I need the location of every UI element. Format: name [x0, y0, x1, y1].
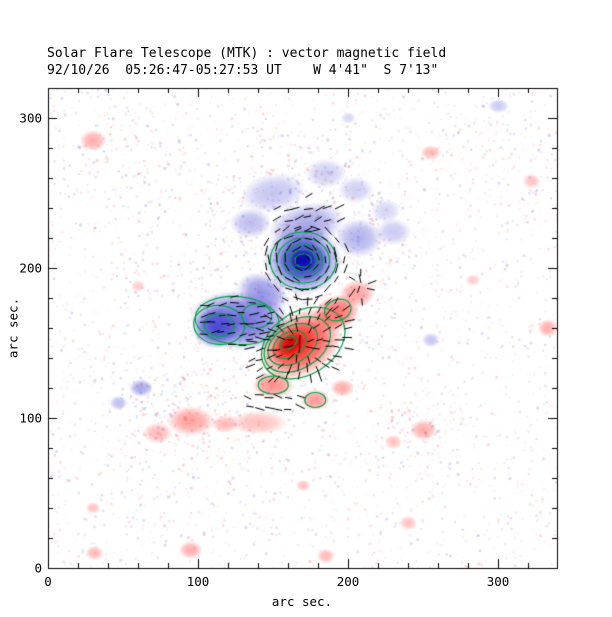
x-axis-label: arc sec.: [271, 594, 333, 609]
chart-title: Solar Flare Telescope (MTK) : vector mag…: [47, 46, 447, 61]
y-tick-label-1: 100: [19, 410, 42, 426]
x-tick-label-1: 100: [186, 574, 210, 589]
y-tick-label-0: 0: [34, 560, 42, 576]
y-tick-label-3: 300: [19, 110, 42, 126]
y-axis-label: arc sec.: [5, 297, 21, 359]
y-tick-label-2: 200: [19, 260, 42, 276]
x-tick-label-2: 200: [336, 574, 360, 589]
x-tick-label-0: 0: [44, 574, 52, 589]
chart-subtitle: 92/10/26 05:26:47-05:27:53 UT W 4'41" S …: [47, 63, 439, 78]
x-tick-label-3: 300: [486, 574, 510, 589]
